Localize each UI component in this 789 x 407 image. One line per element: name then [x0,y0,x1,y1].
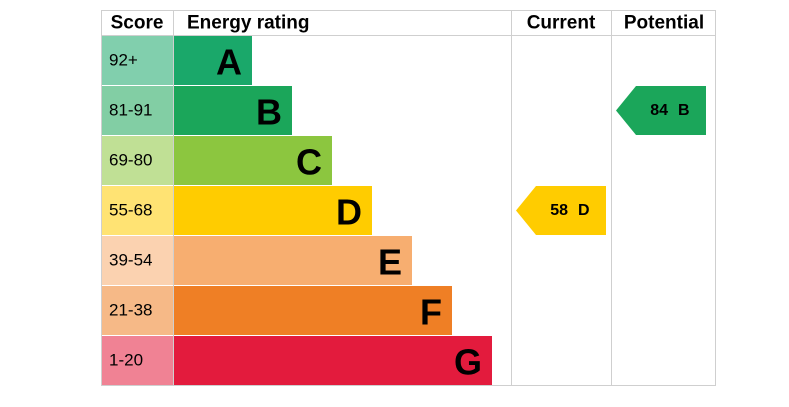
rating-bar [174,336,492,385]
potential-letter: B [678,102,690,119]
potential-value: 84 [650,102,668,119]
rating-bar [174,86,292,135]
score-cell [102,236,173,285]
header-potential: Potential [624,13,704,34]
score-cell [102,186,173,235]
rating-bar [174,36,252,85]
score-label: 21-38 [109,301,152,320]
rating-letter: D [336,192,362,233]
rating-letter: B [256,92,282,133]
current-letter: D [578,202,590,219]
rating-bar [174,236,412,285]
rating-bar [174,186,372,235]
score-cell [102,86,173,135]
header-rating: Energy rating [187,13,309,34]
rating-letter: G [454,342,482,383]
rating-bar [174,286,452,335]
current-value: 58 [550,202,568,219]
score-label: 1-20 [109,351,143,370]
score-cell [102,336,173,385]
score-label: 92+ [109,51,138,70]
score-cell [102,286,173,335]
rating-letter: C [296,142,322,183]
rating-letter: A [216,42,242,83]
score-cell [102,136,173,185]
rating-letter: F [420,292,442,333]
score-label: 69-80 [109,151,152,170]
score-cell [102,36,173,85]
current-arrow [516,186,606,235]
header-score: Score [111,13,164,34]
frame [101,10,716,386]
potential-arrow [616,86,706,135]
score-label: 81-91 [109,101,152,120]
rating-letter: E [378,242,402,283]
rating-bar [174,136,332,185]
score-label: 55-68 [109,201,152,220]
header-current: Current [527,13,596,34]
score-label: 39-54 [109,251,152,270]
